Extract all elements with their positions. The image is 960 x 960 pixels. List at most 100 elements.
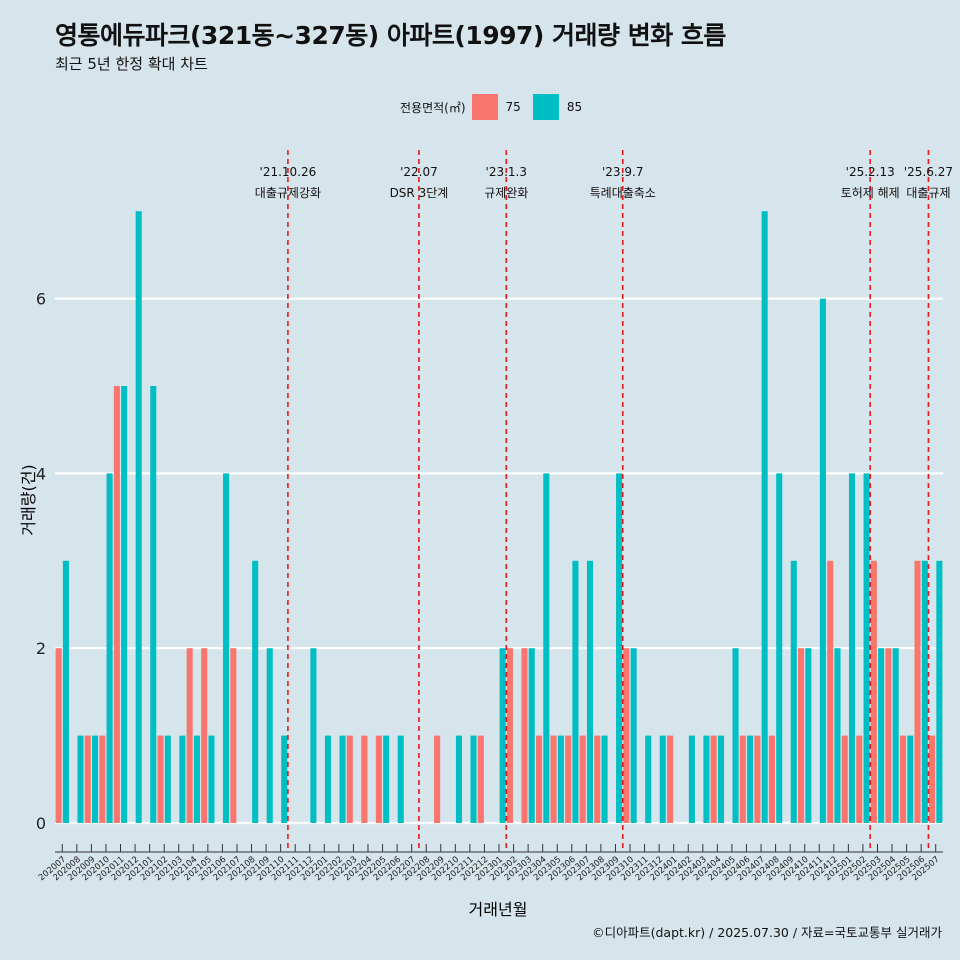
bar-75-202502 [856,735,863,823]
bar-85-202507 [936,560,943,823]
bar-75-202410 [798,648,805,823]
legend-title: 전용면적(㎡) [400,100,466,115]
bar-85-202105 [208,735,215,823]
bar-75-202305 [550,735,557,823]
bar-85-202505 [907,735,914,823]
event-label: DSR 3단계 [390,186,449,200]
y-axis-label: 거래량(건) [19,464,38,535]
bar-75-202205 [375,735,382,823]
bar-85-202108 [252,560,259,823]
x-axis-label: 거래년월 [469,900,528,919]
bar-75-202401 [667,735,674,823]
bar-75-202507 [929,735,936,823]
bar-75-202007 [55,648,62,823]
bar-85-202210 [455,735,463,823]
bar-85-202109 [266,648,273,823]
bar-75-202105 [201,648,208,823]
bar-85-202303 [528,648,535,823]
bar-75-202303 [521,648,528,823]
y-axis: 0 2 4 6 [36,290,46,833]
event-date: '25.2.13 [846,165,895,179]
bar-75-202203 [346,735,353,823]
bar-75-202302 [506,648,513,823]
bar-85-202009 [91,735,99,823]
bar-85-202103 [179,735,186,823]
bar-85-202503 [878,648,885,823]
source-caption: ©디아파트(dapt.kr) / 2025.07.30 / 자료=국토교통부 실… [592,925,942,940]
bar-85-202502 [863,473,870,823]
bar-85-202206 [397,735,404,823]
event-markers: '21.10.26 대출규제강화 '22.07 DSR 3단계 '23.1.3 규제완화 '… [255,150,953,852]
event-date: '25.6.27 [904,165,953,179]
bar-85-202205 [383,735,390,823]
bar-75-202407 [754,735,761,823]
bar-75-202009 [84,735,91,823]
bar-85-202104 [193,735,200,823]
y-tick-label: 6 [36,290,46,309]
bar-85-202412 [834,648,841,823]
bar-75-202308 [594,735,601,823]
event-label: 대출규제 [906,186,950,200]
bar-85-202301 [499,648,506,823]
legend-label-85: 85 [566,100,583,114]
bar-85-202306 [572,560,579,823]
bar-75-202102 [157,735,164,823]
event-date: '22.07 [400,165,438,179]
bar-85-202101 [150,386,157,823]
bar-75-202503 [870,560,877,823]
bar-75-202204 [361,735,368,823]
bar-75-202506 [914,560,921,823]
bar-85-202410 [805,648,812,823]
bar-75-202212 [477,735,484,823]
bar-75-202505 [899,735,907,823]
bar-85-202010 [106,473,113,823]
x-axis: 2020072020082020092020102020112020122021… [37,844,943,883]
event-date: '23.9.7 [602,165,643,179]
bar-85-202307 [586,560,594,823]
bar-85-202404 [717,735,725,823]
bar-75-202104 [186,648,193,823]
bar-75-202304 [535,735,543,823]
chart-title: 영통에듀파크(321동~327동) 아파트(1997) 거래량 변화 흐름 [55,21,726,50]
bar-85-202305 [557,735,564,823]
bar-85-202408 [776,473,783,823]
bar-85-202110 [281,735,288,823]
bar-75-202501 [841,735,848,823]
bar-75-202011 [113,386,120,823]
bar-85-202304 [543,473,550,823]
bar-75-202310 [623,648,630,823]
bar-85-202405 [732,648,739,823]
bar-85-202403 [703,735,710,823]
bar-85-202310 [630,648,637,823]
bar-85-202312 [659,735,666,823]
bar-85-202411 [819,298,826,824]
bar-75-202406 [739,735,746,823]
bar-75-202404 [710,735,717,823]
bar-85-202504 [892,648,899,823]
bar-85-202406 [747,735,754,823]
bar-75-202306 [565,735,572,823]
bar-85-202501 [848,473,856,823]
bar-75-202408 [768,735,775,823]
bar-85-202409 [790,560,797,823]
bar-85-202201 [324,735,331,823]
bar-85-202311 [645,735,652,823]
bar-85-202202 [339,735,346,823]
bar-75-202010 [99,735,106,823]
bar-85-202211 [470,735,477,823]
bar-85-202112 [310,648,317,823]
y-tick-label: 4 [36,464,46,483]
bar-85-202309 [616,473,623,823]
y-tick-label: 0 [36,814,46,833]
event-label: 규제완화 [484,186,528,200]
event-label: 토허제 해제 [841,186,900,200]
bar-85-202402 [688,735,695,823]
bar-85-202102 [164,735,171,823]
legend-key-75 [471,94,498,120]
bar-85-202106 [223,473,230,823]
event-label: 대출규제강화 [255,186,321,200]
bar-85-202011 [121,386,128,823]
bar-75-202209 [434,735,441,823]
legend: 전용면적(㎡) 75 85 [400,93,594,121]
